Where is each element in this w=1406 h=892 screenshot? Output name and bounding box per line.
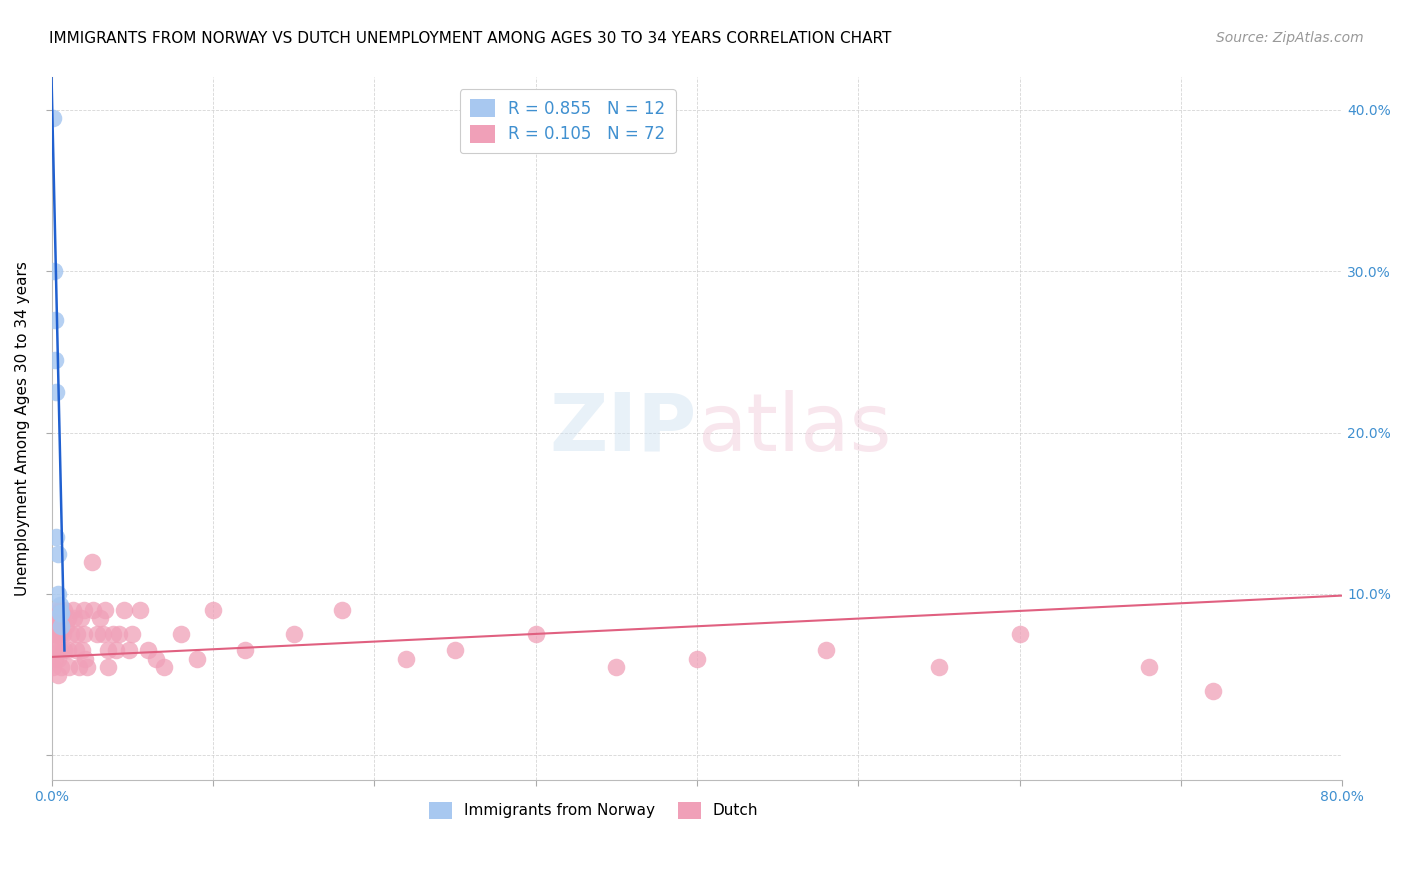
Point xyxy=(97,659,120,673)
Point xyxy=(105,643,128,657)
Point xyxy=(112,603,135,617)
Point xyxy=(46,611,69,625)
Point xyxy=(46,627,69,641)
Point xyxy=(51,607,73,621)
Point xyxy=(186,651,208,665)
Point xyxy=(56,611,79,625)
Text: Source: ZipAtlas.com: Source: ZipAtlas.com xyxy=(1216,31,1364,45)
Point xyxy=(42,264,65,278)
Point xyxy=(928,659,950,673)
Point xyxy=(66,627,89,641)
Point xyxy=(58,659,80,673)
Point xyxy=(56,643,79,657)
Point xyxy=(52,627,75,641)
Text: ZIP: ZIP xyxy=(550,390,697,467)
Point xyxy=(118,643,141,657)
Point xyxy=(42,643,65,657)
Point xyxy=(395,651,418,665)
Text: IMMIGRANTS FROM NORWAY VS DUTCH UNEMPLOYMENT AMONG AGES 30 TO 34 YEARS CORRELATI: IMMIGRANTS FROM NORWAY VS DUTCH UNEMPLOY… xyxy=(49,31,891,46)
Point xyxy=(62,603,84,617)
Point xyxy=(283,627,305,641)
Point xyxy=(73,603,96,617)
Point xyxy=(48,627,70,641)
Point xyxy=(108,627,131,641)
Point xyxy=(94,603,117,617)
Point xyxy=(44,627,66,641)
Point xyxy=(65,643,87,657)
Point xyxy=(53,643,76,657)
Point xyxy=(136,643,159,657)
Point xyxy=(814,643,837,657)
Point xyxy=(605,659,627,673)
Point xyxy=(233,643,256,657)
Point xyxy=(201,603,224,617)
Point xyxy=(53,603,76,617)
Point xyxy=(44,651,66,665)
Point xyxy=(1137,659,1160,673)
Point xyxy=(51,659,73,673)
Point xyxy=(153,659,176,673)
Point xyxy=(51,611,73,625)
Point xyxy=(82,603,104,617)
Point xyxy=(45,531,67,545)
Point xyxy=(70,643,93,657)
Point xyxy=(48,603,70,617)
Point xyxy=(76,659,98,673)
Point xyxy=(42,659,65,673)
Point xyxy=(75,651,97,665)
Point xyxy=(42,627,65,641)
Point xyxy=(129,603,152,617)
Point xyxy=(524,627,547,641)
Point xyxy=(330,603,353,617)
Point xyxy=(45,619,67,633)
Point xyxy=(1202,683,1225,698)
Point xyxy=(45,627,67,641)
Point xyxy=(44,611,66,625)
Point xyxy=(121,627,143,641)
Point xyxy=(44,312,66,326)
Point xyxy=(145,651,167,665)
Point xyxy=(73,627,96,641)
Text: atlas: atlas xyxy=(697,390,891,467)
Point xyxy=(59,627,82,641)
Point xyxy=(46,587,69,601)
Point xyxy=(55,619,77,633)
Point xyxy=(91,627,114,641)
Point xyxy=(101,627,124,641)
Point xyxy=(44,352,66,367)
Point xyxy=(69,611,91,625)
Point xyxy=(169,627,191,641)
Y-axis label: Unemployment Among Ages 30 to 34 years: Unemployment Among Ages 30 to 34 years xyxy=(15,261,30,596)
Point xyxy=(1008,627,1031,641)
Point xyxy=(45,385,67,400)
Point xyxy=(46,667,69,681)
Point xyxy=(67,659,90,673)
Point xyxy=(51,619,73,633)
Point xyxy=(42,111,65,125)
Point xyxy=(686,651,709,665)
Point xyxy=(46,651,69,665)
Point xyxy=(86,627,108,641)
Legend: Immigrants from Norway, Dutch: Immigrants from Norway, Dutch xyxy=(423,796,765,824)
Point xyxy=(97,643,120,657)
Point xyxy=(48,607,70,621)
Point xyxy=(444,643,467,657)
Point xyxy=(80,555,103,569)
Point xyxy=(63,611,86,625)
Point xyxy=(45,643,67,657)
Point xyxy=(46,547,69,561)
Point xyxy=(45,603,67,617)
Point xyxy=(48,599,70,613)
Point xyxy=(89,611,111,625)
Point xyxy=(48,643,70,657)
